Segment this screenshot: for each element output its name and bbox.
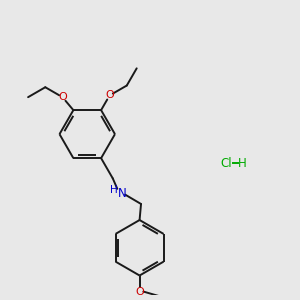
Text: Cl: Cl [220,157,232,170]
Text: O: O [105,91,114,100]
Text: N: N [118,187,127,200]
Text: H: H [110,185,117,195]
Text: O: O [135,286,144,297]
Text: H: H [238,157,246,170]
Text: O: O [58,92,67,102]
